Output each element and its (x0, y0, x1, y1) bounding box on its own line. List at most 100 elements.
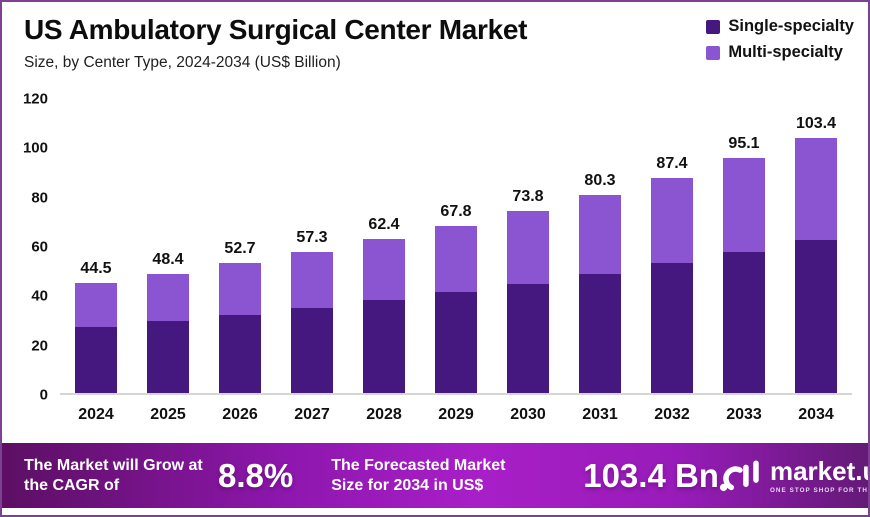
bar-total-label: 44.5 (80, 260, 112, 278)
bar-total-label: 57.3 (296, 228, 328, 246)
bar-segment-single-specialty (219, 314, 261, 393)
x-axis-label-2026: 2026 (222, 406, 258, 423)
bar-segment-multi-specialty (579, 195, 621, 274)
bar-total-label: 73.8 (512, 188, 544, 205)
bar-segment-single-specialty (507, 283, 549, 393)
bar-segment-multi-specialty (435, 225, 477, 293)
bar-segment-multi-specialty (291, 251, 333, 308)
y-axis-tick-label: 120 (22, 90, 48, 108)
x-axis-label-2029: 2029 (438, 406, 474, 423)
bar-segment-single-specialty (795, 239, 837, 393)
bar-column-2025: 48.4 (132, 99, 204, 393)
bar-stack (723, 158, 765, 393)
y-axis: 0 20 40 60 80 100 120 (12, 92, 60, 403)
bar-segment-multi-specialty (507, 211, 549, 284)
header-titles: US Ambulatory Surgical Center Market Siz… (24, 14, 528, 72)
x-axis-label-2034: 2034 (798, 406, 834, 423)
bar-column-2034: 103.4 (780, 99, 852, 393)
bar-segment-multi-specialty (651, 177, 693, 264)
legend-swatch-multi-icon (706, 45, 721, 60)
brand-name: market.us (769, 455, 868, 486)
bar-segment-multi-specialty (75, 283, 117, 327)
bar-stack (363, 239, 405, 393)
marketus-logo-icon (719, 459, 759, 491)
bar-column-2027: 57.3 (276, 99, 348, 393)
bar-total-label: 95.1 (728, 135, 760, 153)
stacked-bar-chart: 0 20 40 60 80 100 120 44.5 48.4 52.7 57.3 62.4 67.8… (12, 92, 852, 424)
x-axis-label-2025: 2025 (150, 406, 186, 423)
x-axis-label-2031: 2031 (582, 406, 618, 423)
x-axis-label-2024: 2024 (78, 406, 114, 423)
bar-segment-single-specialty (723, 251, 765, 393)
forecast-caption: The Forecasted Market Size for 2034 in U… (331, 456, 506, 494)
bar-stack (507, 211, 549, 393)
y-axis-tick-label: 60 (31, 238, 48, 256)
x-axis-label-2032: 2032 (654, 406, 690, 423)
bar-column-2032: 87.4 (636, 99, 708, 393)
bar-column-2031: 80.3 (564, 99, 636, 393)
bar-total-label: 62.4 (368, 216, 400, 234)
bar-segment-single-specialty (147, 321, 189, 393)
bar-segment-single-specialty (435, 292, 477, 393)
y-axis-tick-label: 100 (22, 139, 48, 157)
bar-stack (651, 177, 693, 393)
x-axis-label-2027: 2027 (294, 406, 330, 423)
bar-total-label: 103.4 (795, 115, 837, 133)
legend-swatch-single-icon (706, 19, 721, 34)
bar-segment-multi-specialty (147, 273, 189, 322)
brand-tagline: ONE STOP SHOP FOR THE REPORTS (769, 486, 868, 494)
page-title: US Ambulatory Surgical Center Market (24, 14, 528, 45)
footer-banner: The Market will Grow at the CAGR of 8.8%… (2, 443, 868, 508)
legend-label-single: Single-specialty (728, 17, 854, 35)
bar-stack (579, 195, 621, 393)
bar-total-label: 67.8 (440, 202, 472, 220)
bar-total-label: 48.4 (152, 250, 184, 268)
bar-segment-multi-specialty (219, 263, 261, 315)
bar-stack (147, 273, 189, 393)
bar-column-2030: 73.8 (492, 99, 564, 393)
bar-stack (75, 283, 117, 393)
x-axis-label-2028: 2028 (366, 406, 402, 423)
y-axis-tick-label: 0 (39, 386, 48, 404)
bar-segment-single-specialty (363, 300, 405, 393)
legend-item-multi-specialty: Multi-specialty (706, 43, 854, 62)
bar-total-label: 87.4 (656, 154, 688, 172)
chart-subtitle: Size, by Center Type, 2024-2034 (US$ Bil… (24, 53, 341, 71)
cagr-value: 8.8% (218, 457, 294, 494)
bar-stack (219, 263, 261, 393)
bar-segment-multi-specialty (363, 239, 405, 301)
chart-legend: Single-specialty Multi-specialty (706, 15, 854, 62)
bar-column-2028: 62.4 (348, 99, 420, 393)
bar-segment-multi-specialty (723, 158, 765, 252)
forecast-value: 103.4 Bn (583, 457, 719, 494)
bar-segment-single-specialty (291, 307, 333, 393)
bar-segment-single-specialty (579, 273, 621, 393)
legend-item-single-specialty: Single-specialty (706, 17, 854, 36)
bar-segment-single-specialty (75, 326, 117, 393)
bar-stack (435, 225, 477, 393)
bar-segment-single-specialty (651, 263, 693, 393)
bar-stack (291, 251, 333, 393)
brand-logo: market.us ONE STOP SHOP FOR THE REPORTS (719, 455, 868, 495)
brand-text: market.us ONE STOP SHOP FOR THE REPORTS (769, 455, 868, 494)
bar-column-2024: 44.5 (60, 99, 132, 393)
bar-column-2033: 95.1 (708, 99, 780, 393)
chart-row: 0 20 40 60 80 100 120 44.5 48.4 52.7 57.3 62.4 67.8… (12, 92, 852, 403)
bar-stack (795, 138, 837, 393)
plot-area: 44.5 48.4 52.7 57.3 62.4 67.8 73.8 80.3 87.4 95.1… (60, 99, 852, 395)
bar-total-label: 52.7 (224, 240, 256, 258)
y-axis-tick-label: 40 (31, 287, 48, 305)
legend-label-multi: Multi-specialty (728, 43, 843, 61)
x-axis-label-2030: 2030 (510, 406, 546, 423)
x-axis-labels: 2024 2025 2026 2027 2028 2029 2030 2031 2032 2033… (60, 395, 852, 424)
bar-column-2026: 52.7 (204, 99, 276, 393)
bar-column-2029: 67.8 (420, 99, 492, 393)
bar-total-label: 80.3 (584, 172, 616, 190)
cagr-caption: The Market will Grow at the CAGR of (24, 456, 203, 494)
y-axis-tick-label: 20 (31, 337, 48, 355)
y-axis-tick-label: 80 (31, 189, 48, 207)
header: US Ambulatory Surgical Center Market Siz… (24, 14, 854, 72)
x-axis-label-2033: 2033 (726, 406, 762, 423)
bar-segment-multi-specialty (795, 138, 837, 240)
